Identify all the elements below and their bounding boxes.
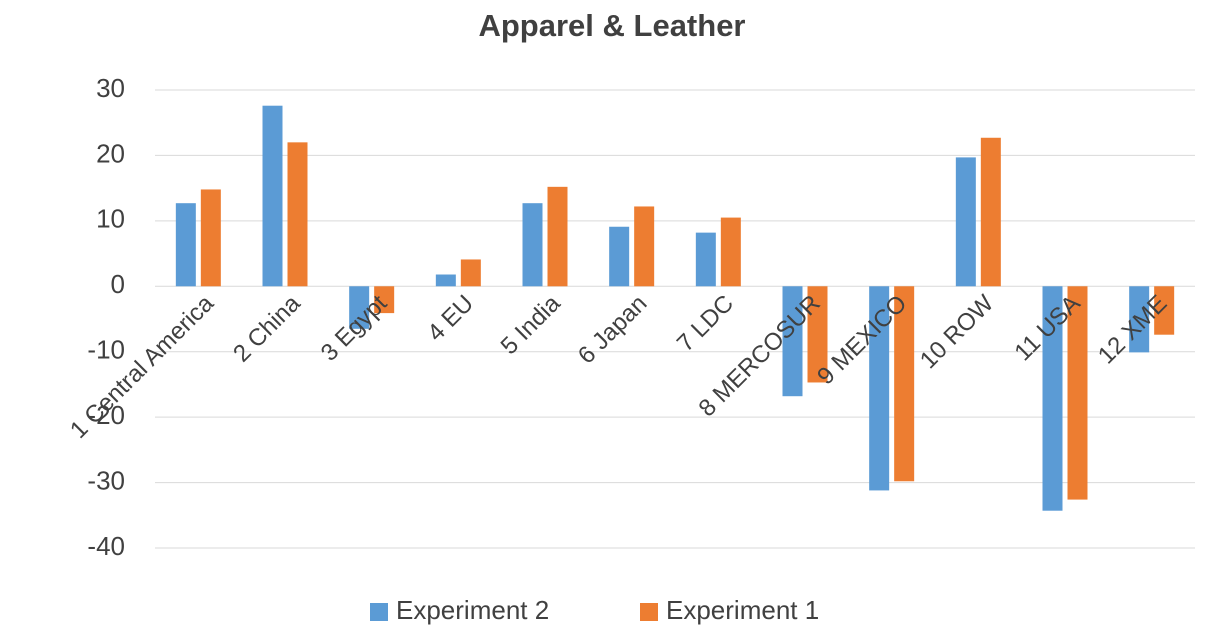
y-tick-label: 20 — [96, 138, 125, 168]
bar — [1154, 286, 1175, 335]
bar — [980, 137, 1001, 287]
bar — [262, 105, 283, 287]
x-tick-label: 6 Japan — [573, 290, 652, 369]
x-tick-label: 7 LDC — [672, 290, 739, 357]
legend-label: Experiment 1 — [666, 595, 819, 625]
y-tick-label: -20 — [87, 400, 125, 430]
bar — [287, 142, 308, 287]
bar — [435, 274, 456, 287]
bar — [1129, 286, 1150, 353]
bar — [894, 286, 915, 482]
bar — [1042, 286, 1063, 511]
bar — [782, 286, 803, 397]
bar — [869, 286, 890, 491]
bar — [1067, 286, 1088, 500]
bar — [349, 286, 370, 329]
x-tick-label: 1 Central America — [65, 289, 219, 443]
y-tick-label: -30 — [87, 465, 125, 495]
x-tick-label: 2 China — [228, 289, 306, 367]
x-tick-label: 10 ROW — [915, 290, 999, 374]
y-tick-label: 0 — [111, 269, 125, 299]
bar — [374, 286, 395, 314]
bar — [720, 217, 741, 287]
chart-title: Apparel & Leather — [478, 8, 745, 43]
bar — [460, 259, 481, 287]
bar — [547, 186, 568, 287]
legend-swatch — [640, 603, 658, 621]
bar — [955, 157, 976, 287]
bar — [807, 286, 828, 383]
y-tick-label: -40 — [87, 531, 125, 561]
bar — [609, 226, 630, 287]
legend-label: Experiment 2 — [396, 595, 549, 625]
bar — [695, 232, 716, 287]
bar — [522, 203, 543, 287]
y-tick-label: -10 — [87, 335, 125, 365]
bar — [200, 189, 221, 287]
y-tick-label: 10 — [96, 204, 125, 234]
x-tick-label: 4 EU — [422, 290, 479, 347]
y-tick-label: 30 — [96, 73, 125, 103]
bar — [175, 203, 196, 287]
x-tick-label: 5 India — [496, 289, 567, 360]
bar — [634, 206, 655, 287]
legend-swatch — [370, 603, 388, 621]
